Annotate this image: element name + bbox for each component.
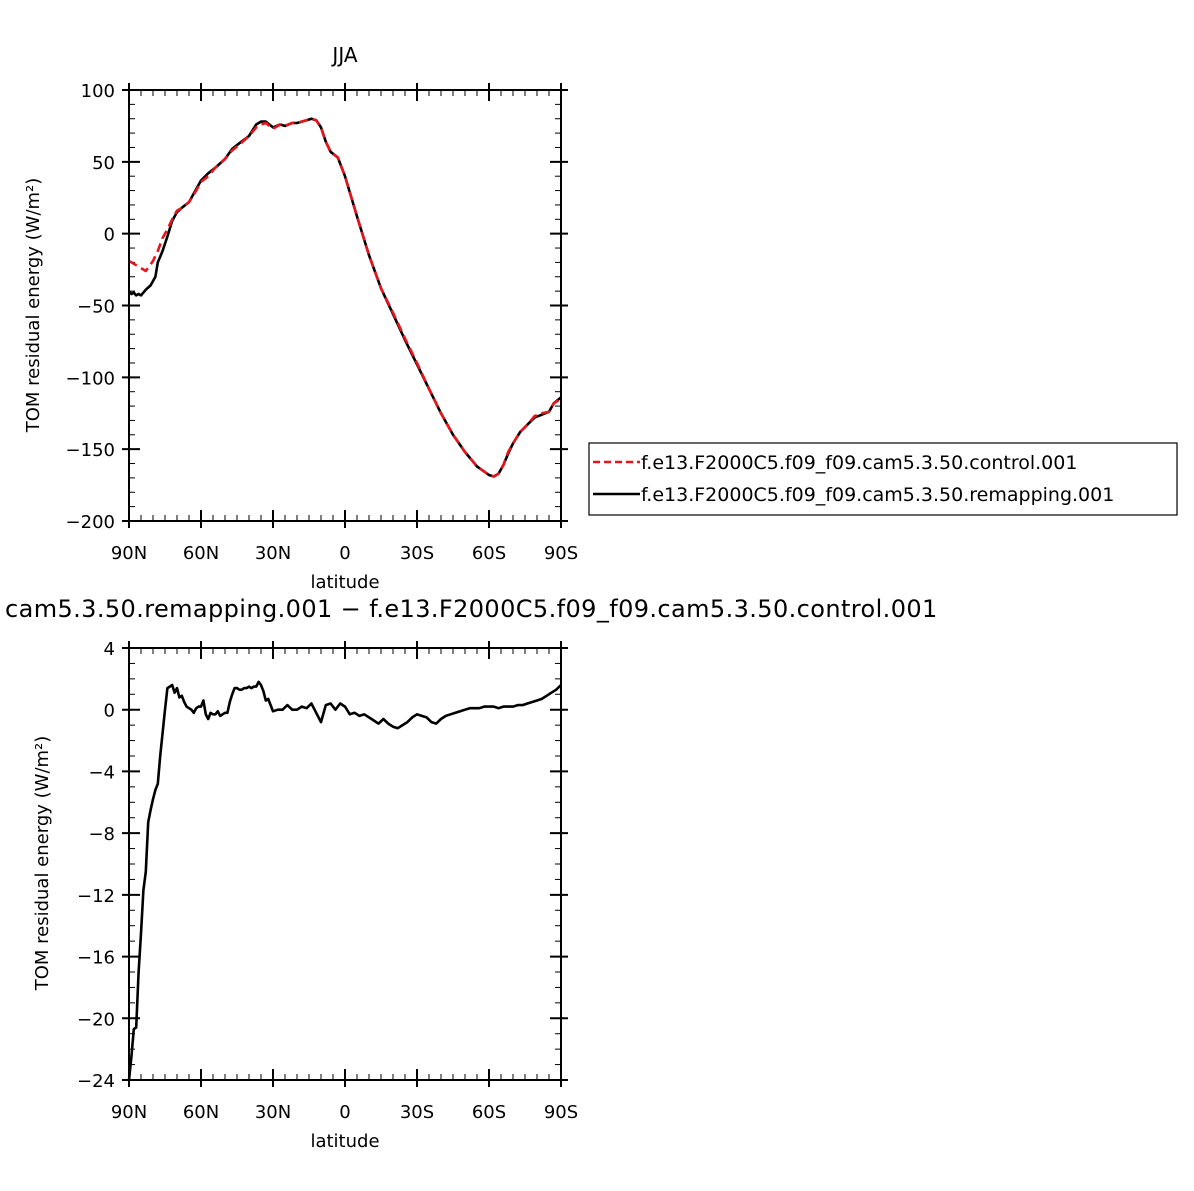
y-tick-label: 4 [104,639,115,660]
legend-box [588,442,1178,516]
y-tick-label: −12 [77,886,115,907]
top-panel-series-line-0 [128,117,562,478]
top-panel-ticks: 90N 60N 30N 0 30S 60S 90S 100 50 0 −50 −100 −150 −200 [66,81,579,564]
x-tick-label: 60S [472,1102,506,1123]
bottom-panel-xlabel: latitude [310,1131,379,1152]
legend-label-remapping: f.e13.F2000C5.f09_f09.cam5.3.50.remappin… [641,484,1114,506]
top-panel-frame [128,89,562,522]
x-tick-label: 30S [400,543,434,564]
y-tick-label: −150 [66,440,115,461]
top-panel-ylabel: TOM residual energy (W/m²) [23,178,44,434]
y-tick-label: −16 [77,948,115,969]
y-tick-label: −24 [77,1071,115,1092]
y-tick-label: 50 [92,153,115,174]
y-tick-label: −20 [77,1009,115,1030]
y-tick-label: 100 [81,81,115,102]
bottom-panel: cam5.3.50.remapping.001 − f.e13.F2000C5.… [5,595,938,1152]
y-tick-label: 0 [104,225,115,246]
y-tick-label: −200 [66,512,115,533]
top-panel-xlabel: latitude [310,572,379,593]
top-panel-series-line-1 [127,117,562,478]
y-tick-label: 0 [104,701,115,722]
x-tick-label: 90N [111,543,147,564]
legend-label-control: f.e13.F2000C5.f09_f09.cam5.3.50.control.… [641,452,1077,474]
bottom-panel-series-line-0 [127,680,562,1081]
bottom-panel-ylabel: TOM residual energy (W/m²) [32,736,53,992]
x-tick-label: 90S [544,543,578,564]
x-tick-label: 90S [544,1102,578,1123]
x-tick-label: 0 [339,543,350,564]
bottom-panel-lines [127,680,562,1081]
bottom-panel-title: cam5.3.50.remapping.001 − f.e13.F2000C5.… [5,595,938,623]
top-panel-lines [127,117,562,478]
x-tick-label: 30N [255,1102,291,1123]
y-tick-label: −4 [88,762,115,783]
legend: f.e13.F2000C5.f09_f09.cam5.3.50.control.… [588,442,1178,516]
x-tick-label: 60N [183,543,219,564]
x-tick-label: 90N [111,1102,147,1123]
x-tick-label: 30S [400,1102,434,1123]
bottom-panel-ticks: 90N 60N 30N 0 30S 60S 90S 4 0 −4 −8 −12 −16 −20 −24 [77,639,578,1123]
bottom-panel-frame [128,647,562,1081]
top-panel: JJA TOM residual energy (W/m²) latitude … [23,43,578,593]
x-tick-label: 60N [183,1102,219,1123]
y-tick-label: −50 [77,297,115,318]
x-tick-label: 0 [339,1102,350,1123]
top-panel-title: JJA [330,43,357,67]
x-tick-label: 30N [255,543,291,564]
y-tick-label: −100 [66,368,115,389]
x-tick-label: 60S [472,543,506,564]
y-tick-label: −8 [88,824,115,845]
